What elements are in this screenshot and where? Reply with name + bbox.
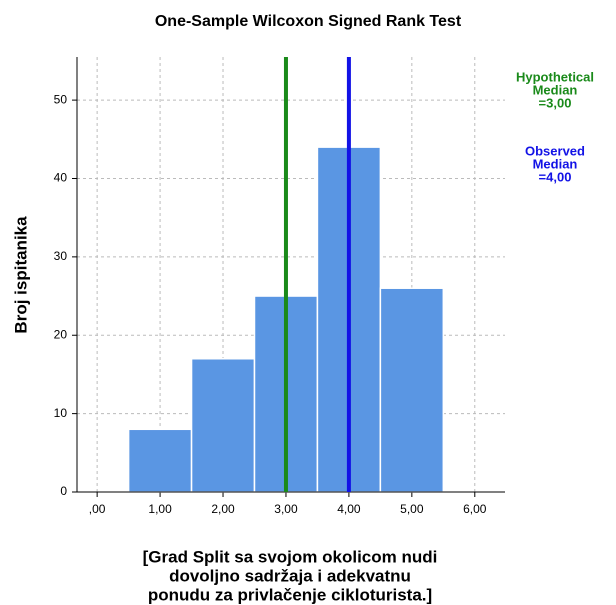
x-tick-label: 1,00 <box>148 502 172 516</box>
bar <box>379 287 445 493</box>
x-tick-label: 2,00 <box>211 502 235 516</box>
y-axis-title: Broj ispitanika <box>11 216 30 334</box>
x-tick-label: 5,00 <box>400 502 424 516</box>
y-tick-label: 50 <box>54 92 68 106</box>
x-axis-title: [Grad Split sa svojom okolicom nudi <box>143 547 438 566</box>
x-tick-label: 4,00 <box>337 502 361 516</box>
reference-label: Median <box>533 156 578 171</box>
y-tick-label: 10 <box>54 406 68 420</box>
x-axis-title: ponudu za privlačenje cikloturista.] <box>148 585 432 604</box>
x-tick-label: ,00 <box>89 502 106 516</box>
x-tick-label: 3,00 <box>274 502 298 516</box>
bar <box>127 428 193 493</box>
reference-label: Observed <box>525 143 585 158</box>
reference-label: Hypothetical <box>516 69 594 84</box>
chart-title: One-Sample Wilcoxon Signed Rank Test <box>155 13 462 30</box>
reference-label: =3,00 <box>539 95 572 110</box>
y-tick-label: 20 <box>54 327 68 341</box>
x-tick-label: 6,00 <box>463 502 487 516</box>
x-axis-title: dovoljno sadržaja i adekvatnu <box>169 566 411 585</box>
y-tick-label: 30 <box>54 249 68 263</box>
bar <box>190 358 256 493</box>
reference-label: =4,00 <box>539 169 572 184</box>
y-tick-label: 40 <box>54 171 68 185</box>
reference-label: Median <box>533 82 578 97</box>
y-tick-label: 0 <box>60 484 67 498</box>
